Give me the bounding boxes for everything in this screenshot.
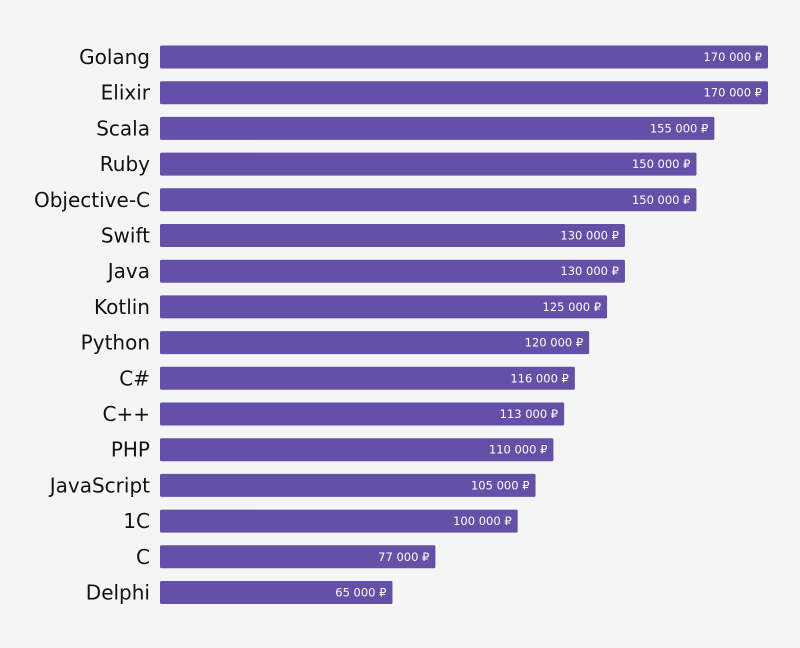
category-label: Kotlin	[94, 295, 150, 319]
bar-value-label: 170 000 ₽	[703, 86, 762, 100]
bar	[160, 438, 554, 462]
category-label: C	[136, 545, 150, 569]
category-label: Python	[81, 331, 150, 355]
category-label: Golang	[79, 45, 150, 69]
category-label: C#	[119, 366, 150, 390]
bar	[160, 45, 768, 69]
bar-value-label: 77 000 ₽	[378, 550, 429, 564]
category-label: Elixir	[101, 81, 151, 105]
bar-value-label: 125 000 ₽	[543, 300, 602, 314]
bar-value-label: 105 000 ₽	[471, 478, 530, 492]
bar	[160, 116, 715, 140]
bar	[160, 509, 518, 533]
category-label: Delphi	[86, 581, 150, 605]
category-label: Swift	[101, 224, 150, 248]
bar-value-label: 150 000 ₽	[632, 157, 691, 171]
bar-value-label: 113 000 ₽	[500, 407, 559, 421]
bar-value-label: 110 000 ₽	[489, 443, 548, 457]
bar	[160, 545, 436, 569]
bar	[160, 473, 536, 497]
bar	[160, 295, 608, 319]
bar-value-label: 100 000 ₽	[453, 514, 512, 528]
bar	[160, 188, 697, 212]
bar	[160, 331, 590, 355]
bar-value-label: 130 000 ₽	[560, 264, 619, 278]
bar	[160, 152, 697, 176]
category-label: JavaScript	[48, 473, 150, 497]
bar-value-label: 120 000 ₽	[525, 336, 584, 350]
bar	[160, 402, 565, 426]
bar-value-label: 130 000 ₽	[560, 229, 619, 243]
bar	[160, 259, 625, 283]
bar	[160, 366, 575, 390]
category-label: Java	[106, 259, 150, 283]
bar	[160, 81, 768, 105]
category-label: C++	[103, 402, 150, 426]
bar-value-label: 65 000 ₽	[335, 586, 386, 600]
bar-value-label: 170 000 ₽	[703, 50, 762, 64]
bar-value-label: 155 000 ₽	[650, 121, 709, 135]
category-label: Objective-C	[34, 188, 150, 212]
category-labels-group: Golang Elixir Scala Ruby Objective-C Swift Jav…	[34, 45, 151, 605]
bars-group: 170 000 ₽ 170 000 ₽ 155 000 ₽ 150 000 ₽ 150 …	[160, 45, 768, 604]
category-label: 1C	[123, 509, 150, 533]
category-label: PHP	[111, 438, 150, 462]
category-label: Ruby	[100, 152, 150, 176]
bar	[160, 224, 625, 247]
bar	[160, 581, 393, 604]
bar-value-label: 116 000 ₽	[510, 371, 569, 385]
bar-value-label: 150 000 ₽	[632, 193, 691, 207]
category-label: Scala	[96, 116, 150, 140]
